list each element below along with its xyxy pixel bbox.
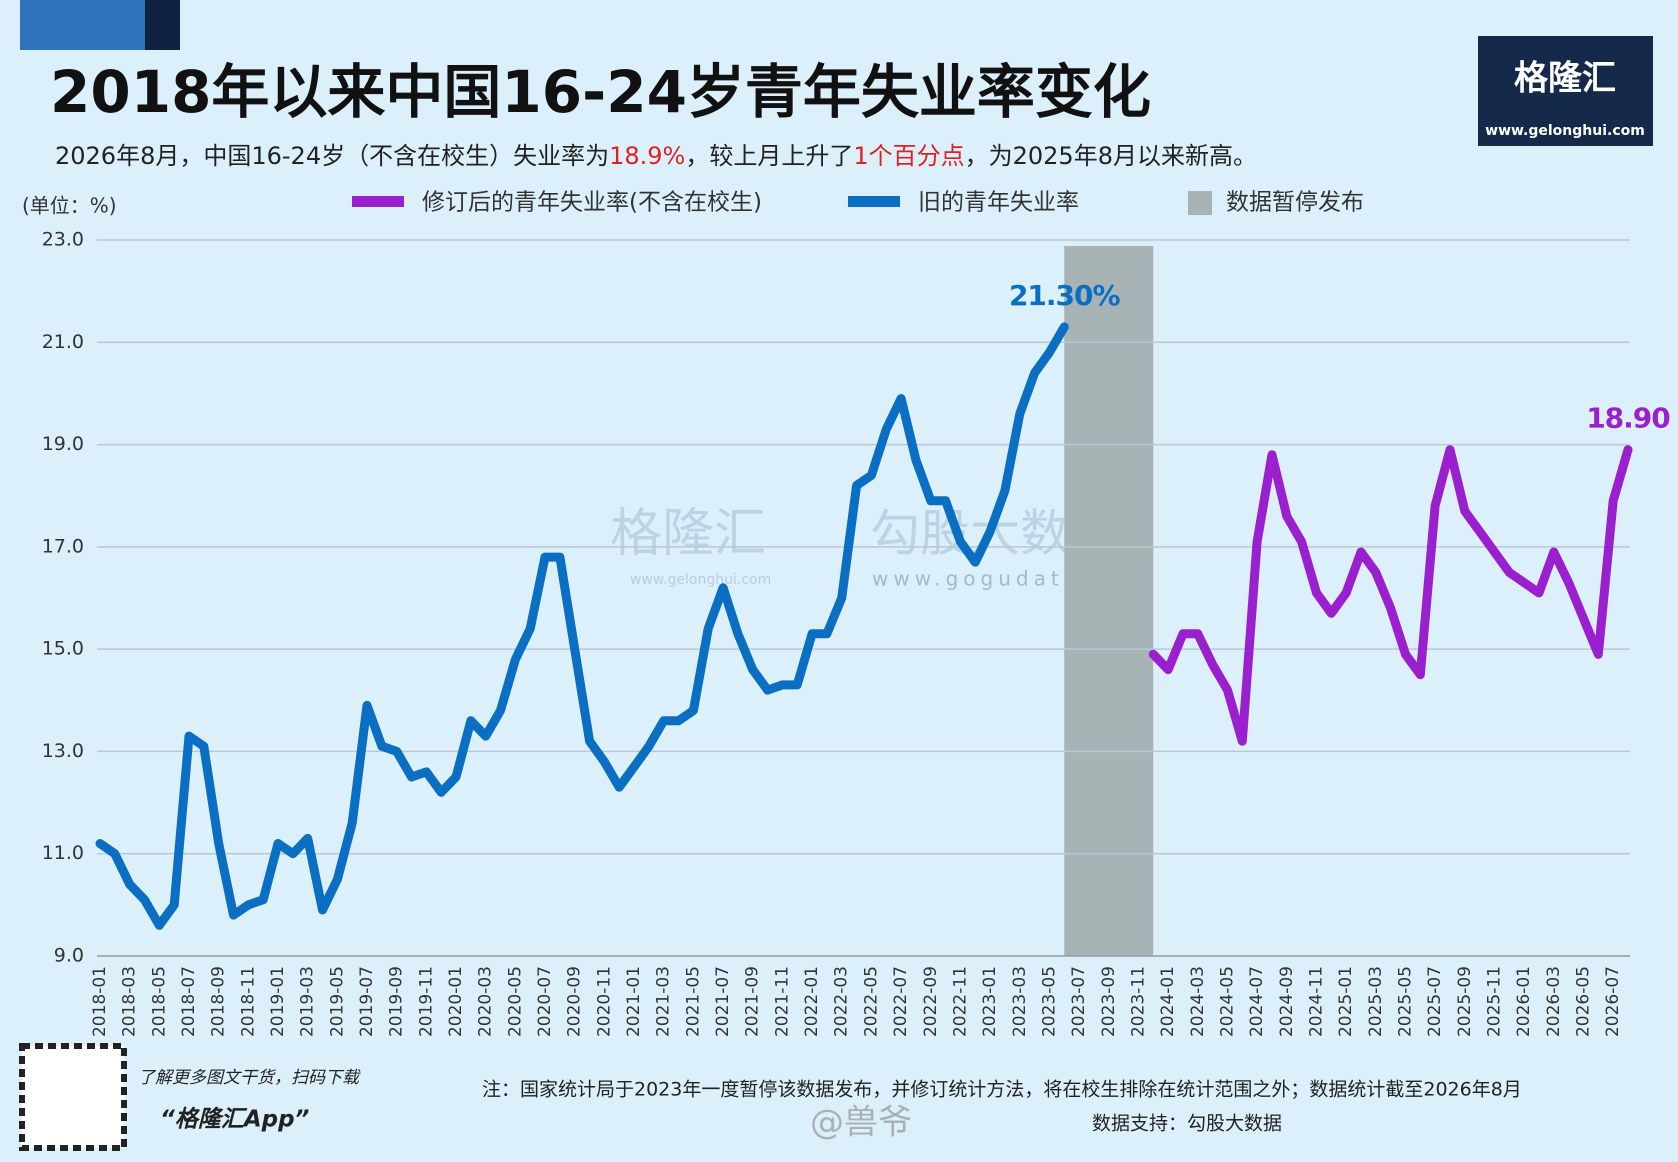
x-tick-label: 2020-03 bbox=[476, 966, 496, 1037]
x-tick-label: 2019-05 bbox=[327, 966, 347, 1037]
deco-block bbox=[145, 0, 180, 50]
legend-label: 旧的青年失业率 bbox=[918, 190, 1079, 216]
x-tick-label: 2022-05 bbox=[861, 966, 881, 1037]
x-tick-label: 2026-01 bbox=[1514, 966, 1534, 1037]
x-tick-label: 2022-07 bbox=[891, 966, 911, 1037]
x-tick-label: 2018-09 bbox=[209, 966, 229, 1037]
subtitle: 2026年8月，中国16-24岁（不含在校生）失业率为18.9%，较上月上升了1… bbox=[55, 142, 1257, 170]
x-tick-label: 2026-05 bbox=[1573, 966, 1593, 1037]
logo-box bbox=[1478, 36, 1653, 146]
legend-label: 修订后的青年失业率(不含在校生) bbox=[422, 190, 762, 216]
x-tick-label: 2021-07 bbox=[713, 966, 733, 1037]
x-tick-label: 2023-09 bbox=[1099, 966, 1119, 1037]
x-tick-label: 2021-09 bbox=[743, 966, 763, 1037]
x-tick-label: 2020-11 bbox=[594, 966, 614, 1037]
x-tick-label: 2020-05 bbox=[505, 966, 525, 1037]
watermark: www.gelonghui.com bbox=[630, 572, 771, 588]
series-line bbox=[1148, 445, 1633, 746]
x-tick-label: 2019-03 bbox=[298, 966, 318, 1037]
x-tick-label: 2025-05 bbox=[1395, 966, 1415, 1037]
x-tick-label: 2026-03 bbox=[1544, 966, 1564, 1037]
y-tick-label: 15.0 bbox=[42, 638, 84, 660]
qr-caption: 了解更多图文干货，扫码下载 bbox=[138, 1068, 361, 1088]
unit-label: (单位：%) bbox=[22, 194, 117, 218]
legend-swatch bbox=[1188, 191, 1212, 215]
x-tick-label: 2019-07 bbox=[357, 966, 377, 1037]
y-tick-label: 21.0 bbox=[42, 331, 84, 353]
x-tick-label: 2024-07 bbox=[1247, 966, 1267, 1037]
x-tick-label: 2024-03 bbox=[1188, 966, 1208, 1037]
note: 注：国家统计局于2023年一度暂停该数据发布，并修订统计方法，将在校生排除在统计… bbox=[482, 1079, 1522, 1101]
x-tick-label: 2018-03 bbox=[120, 966, 140, 1037]
x-tick-label: 2018-01 bbox=[90, 966, 110, 1037]
x-tick-label: 2018-05 bbox=[149, 966, 169, 1037]
logo-url: www.gelonghui.com bbox=[1485, 123, 1645, 139]
y-tick-label: 19.0 bbox=[42, 433, 84, 455]
x-tick-label: 2025-09 bbox=[1455, 966, 1475, 1037]
chart-title: 2018年以来中国16-24岁青年失业率变化 bbox=[50, 58, 1151, 126]
logo: 格隆汇 bbox=[1514, 59, 1616, 99]
y-tick-label: 11.0 bbox=[42, 842, 84, 864]
subtitle-part: 18.9% bbox=[609, 142, 685, 170]
x-tick-label: 2023-05 bbox=[1039, 966, 1059, 1037]
x-tick-label: 2020-07 bbox=[535, 966, 555, 1037]
x-tick-label: 2018-11 bbox=[238, 966, 258, 1037]
data-label: 18.90 bbox=[1586, 402, 1670, 435]
x-tick-label: 2021-01 bbox=[624, 966, 644, 1037]
y-tick-label: 9.0 bbox=[54, 945, 84, 967]
x-tick-label: 2023-07 bbox=[1069, 966, 1089, 1037]
x-tick-label: 2026-07 bbox=[1603, 966, 1623, 1037]
x-tick-label: 2020-09 bbox=[565, 966, 585, 1037]
legend-label: 数据暂停发布 bbox=[1226, 190, 1364, 216]
x-tick-label: 2019-01 bbox=[268, 966, 288, 1037]
x-tick-label: 2021-11 bbox=[772, 966, 792, 1037]
source: 数据支持：勾股大数据 bbox=[1092, 1113, 1282, 1135]
subtitle-part: 1个百分点 bbox=[853, 142, 964, 170]
x-tick-label: 2020-01 bbox=[446, 966, 466, 1037]
subtitle-part: ，较上月上升了 bbox=[685, 142, 853, 170]
data-label: 21.30% bbox=[1009, 279, 1121, 312]
deco-block bbox=[20, 0, 145, 50]
x-tick-label: 2024-09 bbox=[1277, 966, 1297, 1037]
x-tick-label: 2019-11 bbox=[416, 966, 436, 1037]
x-tick-label: 2019-09 bbox=[387, 966, 407, 1037]
x-tick-label: 2024-01 bbox=[1158, 966, 1178, 1037]
x-tick-label: 2024-11 bbox=[1306, 966, 1326, 1037]
x-tick-label: 2022-09 bbox=[921, 966, 941, 1037]
x-tick-label: 2021-03 bbox=[654, 966, 674, 1037]
subtitle-part: ，为2025年8月以来新高。 bbox=[965, 142, 1257, 170]
subtitle-part: 2026年8月，中国16-24岁（不含在校生）失业率为 bbox=[55, 142, 609, 170]
qr-code bbox=[19, 1043, 127, 1151]
x-tick-label: 2022-11 bbox=[950, 966, 970, 1037]
x-tick-label: 2023-01 bbox=[980, 966, 1000, 1037]
weibo-mark: @兽爷 bbox=[810, 1103, 912, 1143]
legend-swatch bbox=[352, 196, 404, 207]
x-tick-label: 2023-03 bbox=[1010, 966, 1030, 1037]
x-tick-label: 2025-03 bbox=[1366, 966, 1386, 1037]
x-tick-label: 2021-05 bbox=[683, 966, 703, 1037]
x-tick-label: 2025-01 bbox=[1336, 966, 1356, 1037]
watermark: 格隆汇 bbox=[610, 504, 766, 564]
y-tick-label: 13.0 bbox=[42, 740, 84, 762]
x-tick-label: 2023-11 bbox=[1128, 966, 1148, 1037]
legend-swatch bbox=[848, 196, 900, 207]
suspended-band bbox=[1064, 246, 1154, 956]
x-tick-label: 2022-01 bbox=[802, 966, 822, 1037]
x-tick-label: 2024-05 bbox=[1217, 966, 1237, 1037]
series-line bbox=[95, 322, 1069, 930]
x-tick-label: 2025-07 bbox=[1425, 966, 1445, 1037]
y-tick-label: 23.0 bbox=[42, 229, 84, 251]
x-tick-label: 2018-07 bbox=[179, 966, 199, 1037]
x-tick-label: 2025-11 bbox=[1484, 966, 1504, 1037]
y-tick-label: 17.0 bbox=[42, 535, 84, 557]
app-name: “格隆汇App” bbox=[160, 1107, 310, 1133]
x-tick-label: 2022-03 bbox=[832, 966, 852, 1037]
